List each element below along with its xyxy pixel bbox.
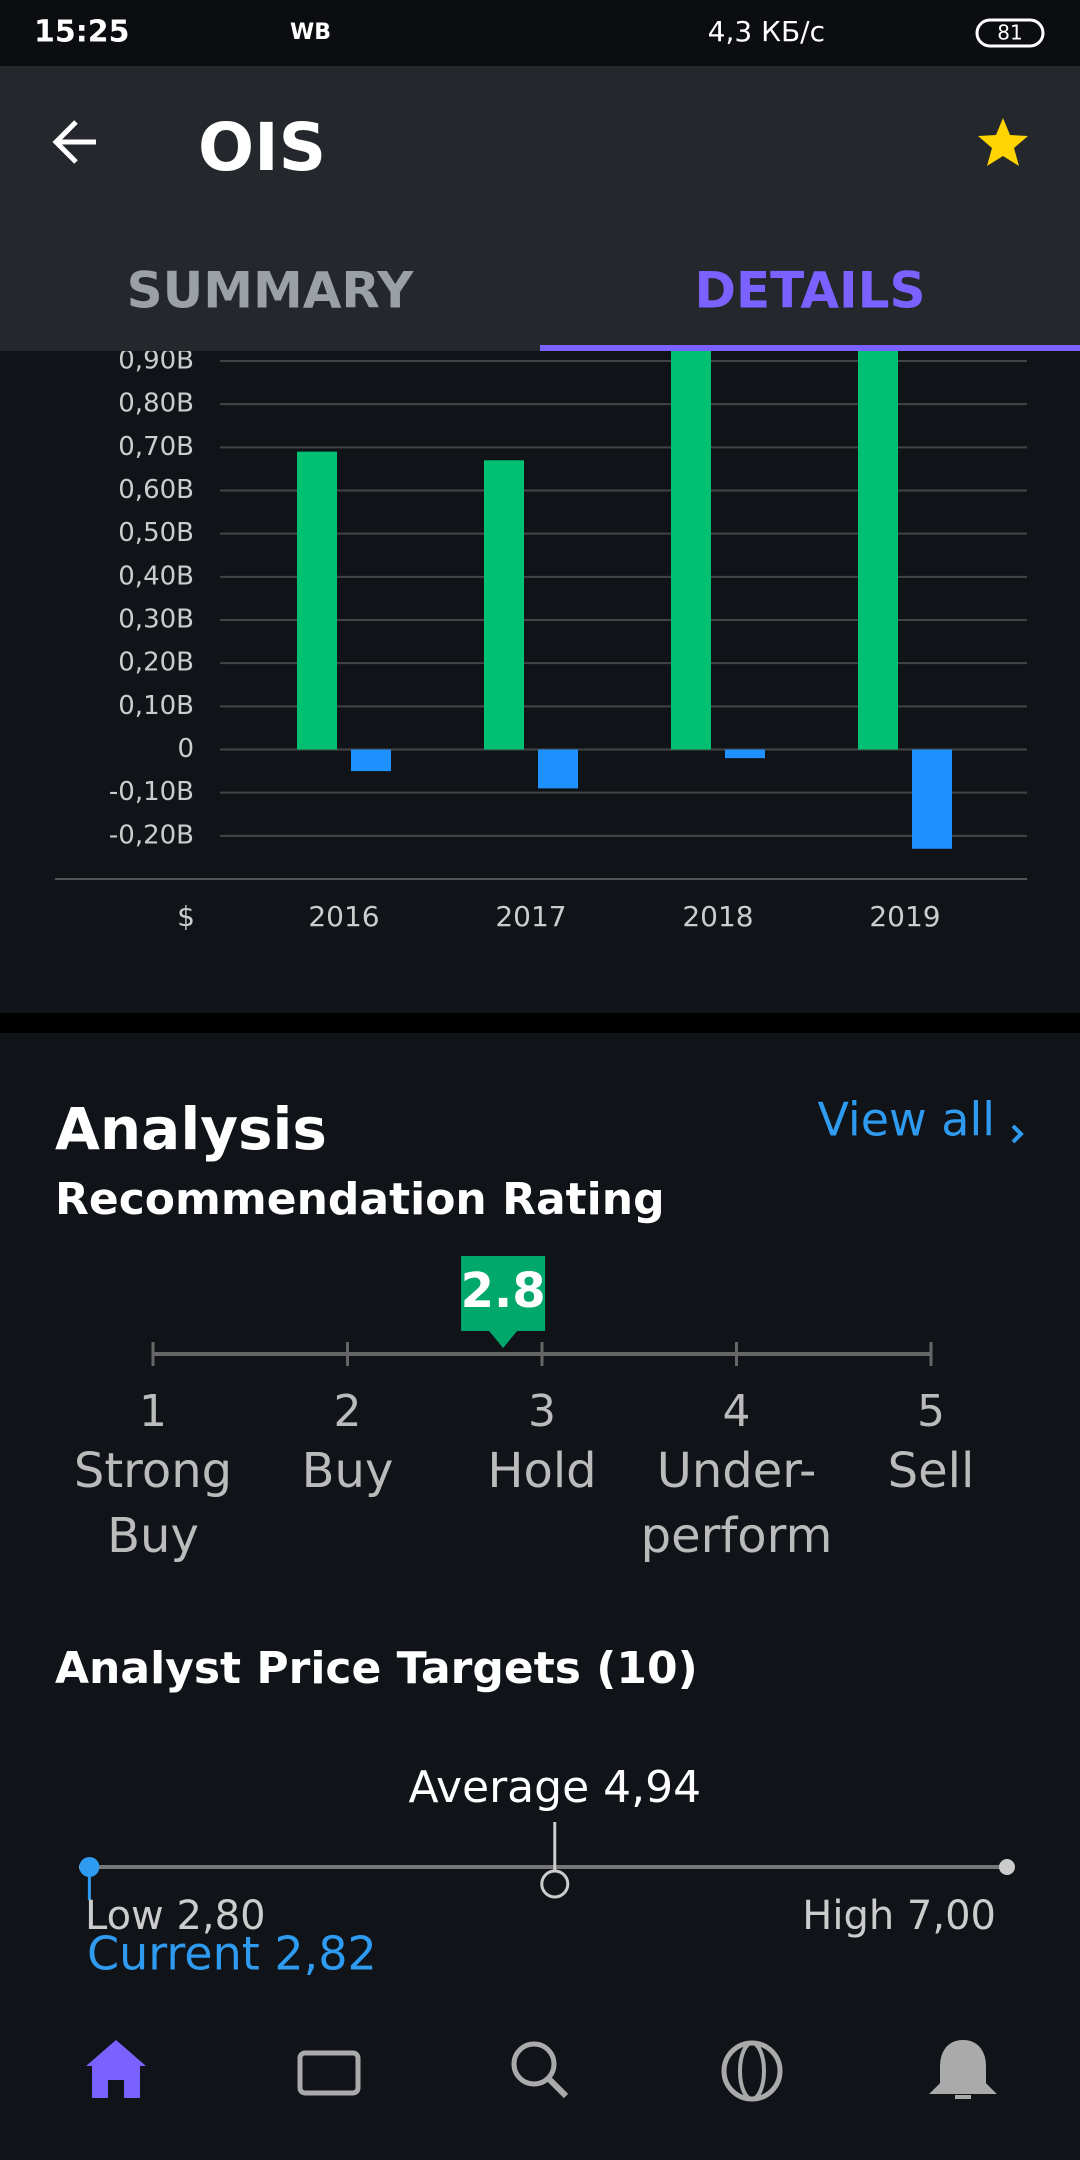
average-label: Average 4,94 <box>408 1762 701 1813</box>
rating-number: 3 <box>528 1386 556 1437</box>
high-label: High 7,00 <box>802 1893 996 1939</box>
high-marker <box>999 1859 1015 1875</box>
tab[interactable]: DETAILS <box>694 262 925 320</box>
y-tick-label: 0,50B <box>118 518 194 548</box>
y-tick-label: 0,40B <box>118 561 194 591</box>
x-tick-label: 2017 <box>495 900 566 933</box>
rating-number: 4 <box>723 1386 751 1437</box>
app-header <box>0 66 1080 351</box>
bar <box>538 749 578 789</box>
y-tick-label: -0,20B <box>109 820 194 850</box>
rating-name: Under- <box>657 1443 817 1499</box>
average-marker <box>540 1869 570 1899</box>
status-time: 15:25 <box>34 15 130 50</box>
back-button[interactable] <box>52 120 96 164</box>
section-title: Analysis <box>55 1095 327 1163</box>
rating-marker <box>461 1256 546 1348</box>
bar <box>725 749 765 759</box>
bar <box>858 339 898 750</box>
bottom-nav <box>86 2039 997 2102</box>
bar <box>671 339 711 750</box>
y-tick-label: 0,10B <box>118 691 194 721</box>
favorite-star[interactable] <box>978 118 1028 166</box>
tab-indicator <box>540 345 1080 351</box>
nav-news[interactable] <box>297 2050 361 2096</box>
x-tick-label: 2019 <box>869 900 940 933</box>
status-speed: 4,3 КБ/с <box>708 15 825 48</box>
separator <box>0 1013 1080 1033</box>
rating-number: 1 <box>139 1386 167 1437</box>
nav-alerts[interactable] <box>929 2039 997 2099</box>
current-label: Current 2,82 <box>87 1927 377 1981</box>
rating-name: Strong <box>74 1443 232 1499</box>
bar <box>351 749 391 772</box>
chevron <box>1011 1124 1024 1144</box>
bar <box>297 451 337 750</box>
nav-home[interactable] <box>86 2040 146 2098</box>
tabs: SUMMARY DETAILS <box>127 262 1080 351</box>
rating-name: perform <box>641 1508 833 1564</box>
rating-name: Hold <box>487 1443 596 1499</box>
rating-number: 2 <box>334 1386 362 1437</box>
y-tick-label: 0,30B <box>118 605 194 635</box>
bar <box>484 460 524 750</box>
ticker-title: OIS <box>198 109 326 186</box>
y-tick-label: -0,10B <box>109 777 194 807</box>
y-tick-label: 0,80B <box>118 389 194 419</box>
battery-icon <box>975 18 1045 48</box>
x-tick-label: 2016 <box>308 900 379 933</box>
rating-name: Buy <box>302 1443 394 1499</box>
unit-label: $ <box>177 900 195 933</box>
y-tick-label: 0,70B <box>118 432 194 462</box>
nav-search[interactable] <box>511 2041 557 2087</box>
y-tick-label: 0 <box>177 734 194 764</box>
bar <box>912 749 952 849</box>
view-all-link[interactable]: View all <box>817 1093 995 1147</box>
rating-value: 2.8 <box>461 1263 546 1319</box>
chart: 0,90B0,80B0,70B0,60B0,50B0,40B0,30B0,20B… <box>55 339 1027 933</box>
y-tick-label: 0,60B <box>118 475 194 505</box>
rating-number: 5 <box>917 1386 945 1437</box>
rating-name: Sell <box>888 1443 975 1499</box>
tab[interactable]: SUMMARY <box>127 262 415 320</box>
analysis-section: Analysis View all Recommendation Rating 1 St… <box>55 1093 1015 1981</box>
battery-level: 81 <box>997 21 1022 45</box>
low-label: Low 2,80 <box>85 1893 266 1939</box>
status-carrier: WB <box>290 20 331 45</box>
current-marker <box>79 1857 100 1877</box>
subsection-title: Recommendation Rating <box>55 1174 665 1225</box>
x-tick-label: 2018 <box>682 900 753 933</box>
y-tick-label: 0,20B <box>118 648 194 678</box>
rating-name: Buy <box>107 1508 199 1564</box>
subsection-title: Analyst Price Targets (10) <box>55 1643 698 1694</box>
status-bar <box>0 0 1080 66</box>
